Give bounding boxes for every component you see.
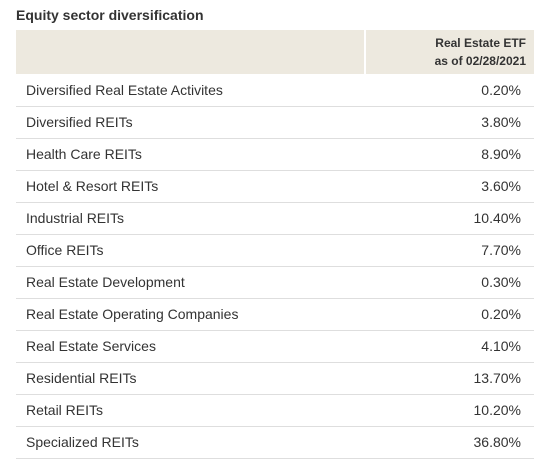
table-row: Health Care REITs 8.90% [16,138,534,171]
sector-name: Diversified REITs [16,106,365,139]
table-header: Real Estate ETF as of 02/28/2021 [16,30,534,74]
sector-name: Industrial REITs [16,202,365,235]
table-row: Industrial REITs 10.40% [16,202,534,235]
section-title: Equity sector diversification [16,7,204,23]
header-as-of-date: as of 02/28/2021 [434,54,526,68]
table-row: Real Estate Services 4.10% [16,330,534,363]
sector-name: Real Estate Services [16,330,365,363]
table-row: Diversified Real Estate Activites 0.20% [16,74,534,107]
table-row: Real Estate Development 0.30% [16,266,534,299]
sector-name: Residential REITs [16,362,365,395]
sector-weight: 0.20% [365,74,534,107]
sector-weight: 0.20% [365,298,534,331]
sector-name: Real Estate Development [16,266,365,299]
sector-weight: 3.80% [365,106,534,139]
table-row: Specialized REITs 36.80% [16,426,534,459]
sector-weight: 0.30% [365,266,534,299]
table-row: Residential REITs 13.70% [16,362,534,395]
sector-name: Hotel & Resort REITs [16,170,365,203]
table-row: Office REITs 7.70% [16,234,534,267]
sector-name: Office REITs [16,234,365,267]
sector-weight: 13.70% [365,362,534,395]
sector-weight: 3.60% [365,170,534,203]
sector-name: Health Care REITs [16,138,365,171]
sector-name: Retail REITs [16,394,365,427]
sector-weight: 8.90% [365,138,534,171]
sector-weight: 10.20% [365,394,534,427]
sector-weight: 36.80% [365,426,534,459]
header-row: Real Estate ETF as of 02/28/2021 [16,30,534,74]
sector-name: Real Estate Operating Companies [16,298,365,331]
header-category-cell [16,30,366,74]
table-row: Retail REITs 10.20% [16,394,534,427]
sector-table: Real Estate ETF as of 02/28/2021 Diversi… [16,30,534,459]
header-fund-name: Real Estate ETF [435,36,526,50]
sector-name: Diversified Real Estate Activites [16,74,365,107]
table-row: Diversified REITs 3.80% [16,106,534,139]
sector-weight: 4.10% [365,330,534,363]
sector-name: Specialized REITs [16,426,365,459]
sector-weight: 7.70% [365,234,534,267]
table-row: Real Estate Operating Companies 0.20% [16,298,534,331]
table-body: Diversified Real Estate Activites 0.20% … [16,74,534,459]
table-row: Hotel & Resort REITs 3.60% [16,170,534,203]
sector-weight: 10.40% [365,202,534,235]
header-fund-cell: Real Estate ETF as of 02/28/2021 [365,30,534,74]
